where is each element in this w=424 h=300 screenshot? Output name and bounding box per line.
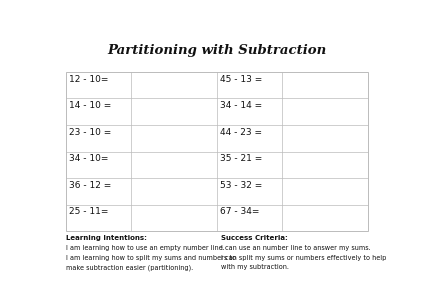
Text: 34 - 10=: 34 - 10= xyxy=(69,154,108,163)
Text: 34 - 14 =: 34 - 14 = xyxy=(220,101,262,110)
Text: 35 - 21 =: 35 - 21 = xyxy=(220,154,262,163)
Text: I am learning how to split my sums and numbers to: I am learning how to split my sums and n… xyxy=(66,255,236,261)
Text: 12 - 10=: 12 - 10= xyxy=(69,75,108,84)
Text: Learning Intentions:: Learning Intentions: xyxy=(66,236,147,242)
Text: I am learning how to use an empty number line.: I am learning how to use an empty number… xyxy=(66,245,225,251)
Text: make subtraction easier (partitioning).: make subtraction easier (partitioning). xyxy=(66,265,193,271)
Text: I can split my sums or numbers effectively to help: I can split my sums or numbers effective… xyxy=(220,255,386,261)
Text: 23 - 10 =: 23 - 10 = xyxy=(69,128,111,137)
Text: Success Criteria:: Success Criteria: xyxy=(220,236,287,242)
Text: 53 - 32 =: 53 - 32 = xyxy=(220,181,262,190)
Text: Partitioning with Subtraction: Partitioning with Subtraction xyxy=(108,44,327,57)
Text: 67 - 34=: 67 - 34= xyxy=(220,207,259,216)
Text: 44 - 23 =: 44 - 23 = xyxy=(220,128,262,137)
Text: 45 - 13 =: 45 - 13 = xyxy=(220,75,262,84)
Text: with my subtraction.: with my subtraction. xyxy=(220,265,289,271)
Bar xyxy=(66,72,368,231)
Text: 25 - 11=: 25 - 11= xyxy=(69,207,108,216)
Text: I can use an number line to answer my sums.: I can use an number line to answer my su… xyxy=(220,245,370,251)
Text: 14 - 10 =: 14 - 10 = xyxy=(69,101,111,110)
Text: 36 - 12 =: 36 - 12 = xyxy=(69,181,111,190)
